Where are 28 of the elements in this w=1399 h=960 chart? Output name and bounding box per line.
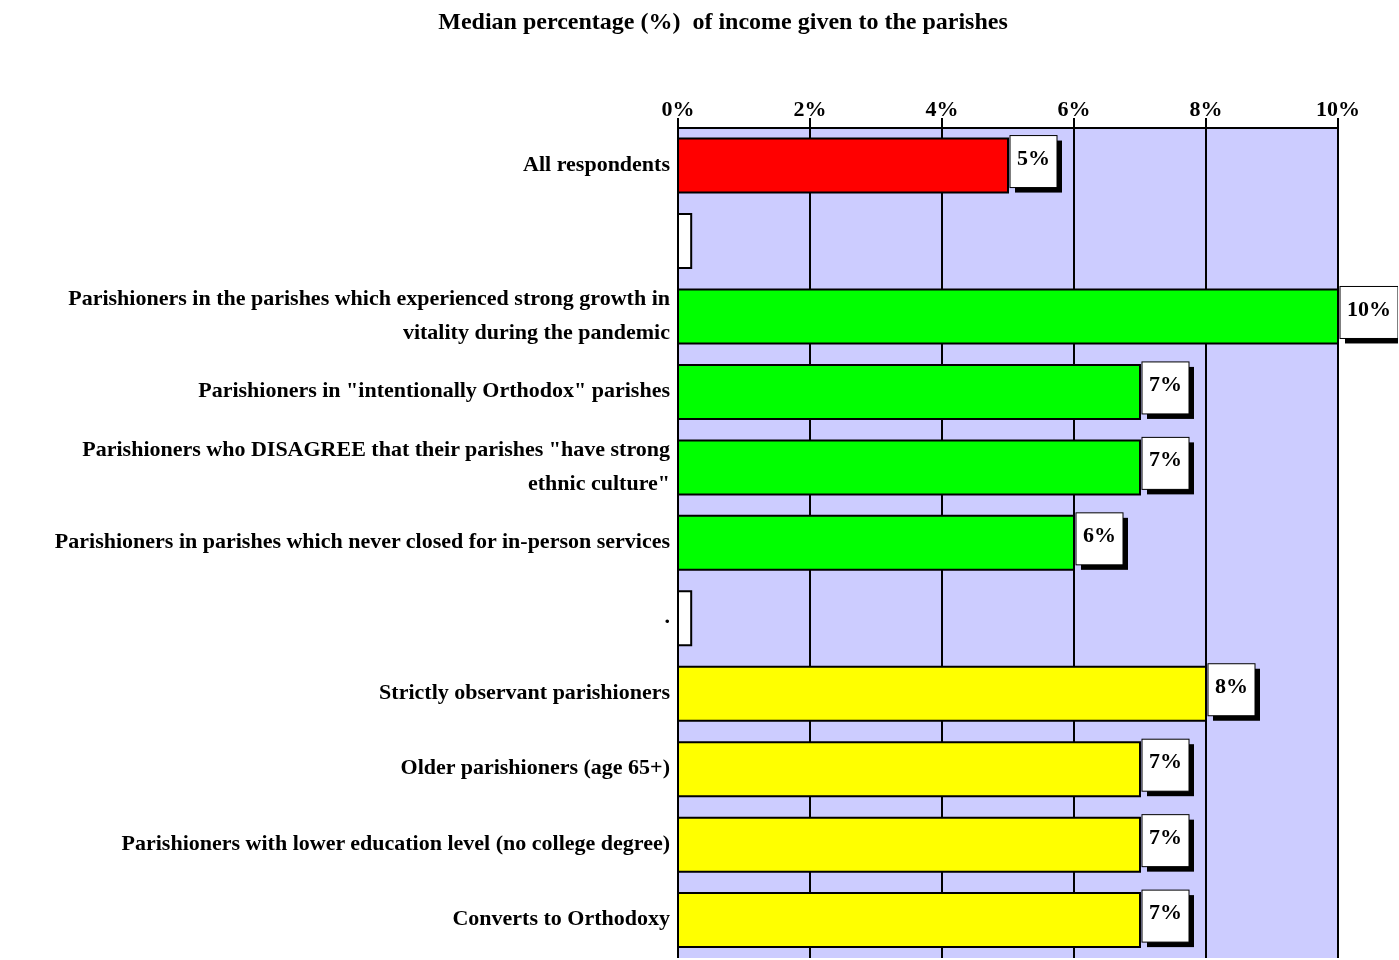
x-tick-label: 2%	[793, 96, 827, 121]
data-label: 7%	[1149, 748, 1182, 774]
x-tick-label: 6%	[1057, 96, 1091, 121]
y-tick-label: Parishioners in the parishes which experienced strong growth in vitality during the pandemic	[68, 284, 671, 344]
y-tick-label: Parishioners who DISAGREE that their parishes "have strong ethnic culture"	[82, 435, 670, 495]
y-tick-label: Parishioners in parishes which never closed for in-person services	[54, 528, 671, 554]
y-tick-label: Older parishioners (age 65+)	[400, 754, 670, 780]
y-tick-label: Strictly observant parishioners	[379, 678, 671, 704]
y-tick-label: Converts to Orthodoxy	[452, 905, 670, 931]
data-label: 10%	[1347, 295, 1391, 321]
x-tick-label: 10%	[1316, 96, 1360, 121]
data-label: 7%	[1149, 446, 1182, 472]
bar	[678, 213, 693, 270]
x-tick-label: 4%	[925, 96, 959, 121]
chart-title: Median percentage (%) of income given to the parishes	[437, 8, 1009, 36]
y-tick-label: Parishioners with lower education level (no college degree)	[121, 829, 670, 855]
y-tick-label: All respondents	[523, 150, 671, 176]
y-tick-label: .	[664, 603, 670, 629]
x-tick-label: 8%	[1189, 96, 1223, 121]
data-label: 7%	[1149, 899, 1182, 925]
data-label: 7%	[1149, 370, 1182, 396]
x-tick-label: 0%	[661, 96, 695, 121]
data-label: 5%	[1017, 144, 1050, 170]
data-label: 7%	[1149, 823, 1182, 849]
y-tick-label: Parishioners in "intentionally Orthodox" parishes	[198, 377, 671, 403]
data-label: 8%	[1215, 672, 1248, 698]
data-label: 6%	[1083, 521, 1116, 547]
bar	[678, 590, 693, 647]
